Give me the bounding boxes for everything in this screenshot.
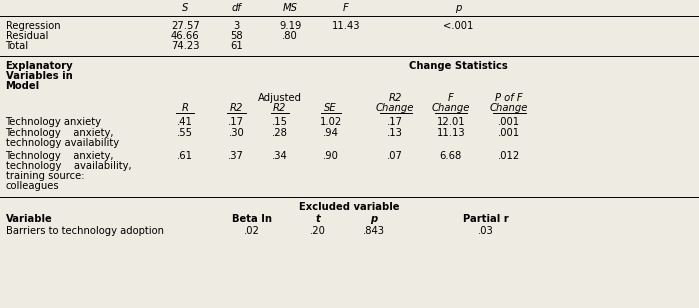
Text: 61: 61 (230, 41, 243, 51)
Text: <.001: <.001 (442, 21, 473, 31)
Text: .28: .28 (272, 128, 287, 138)
Text: R2: R2 (229, 103, 243, 113)
Text: df: df (231, 3, 241, 13)
Text: Barriers to technology adoption: Barriers to technology adoption (6, 226, 164, 236)
Text: Adjusted: Adjusted (258, 93, 301, 103)
Text: Model: Model (6, 81, 40, 91)
Text: 9.19: 9.19 (279, 21, 301, 31)
Text: t: t (316, 214, 320, 224)
Text: .17: .17 (229, 117, 244, 127)
Text: F: F (448, 93, 454, 103)
Text: .001: .001 (498, 117, 520, 127)
Text: .843: .843 (363, 226, 385, 236)
Text: .012: .012 (498, 151, 520, 161)
Text: colleagues: colleagues (6, 181, 59, 191)
Text: SE: SE (324, 103, 337, 113)
Text: Total: Total (6, 41, 29, 51)
Text: .17: .17 (387, 117, 403, 127)
Text: .02: .02 (244, 226, 259, 236)
Text: .41: .41 (178, 117, 193, 127)
Text: Technology    anxiety,: Technology anxiety, (6, 128, 114, 138)
Text: 12.01: 12.01 (437, 117, 465, 127)
Text: .61: .61 (178, 151, 193, 161)
Text: training source:: training source: (6, 171, 84, 181)
Text: Technology    anxiety,: Technology anxiety, (6, 151, 114, 161)
Text: .80: .80 (282, 31, 298, 41)
Text: Change Statistics: Change Statistics (409, 61, 507, 71)
Text: .20: .20 (310, 226, 326, 236)
Text: Variables in: Variables in (6, 71, 72, 81)
Text: p: p (454, 3, 461, 13)
Text: .55: .55 (178, 128, 193, 138)
Text: .15: .15 (272, 117, 287, 127)
Text: 58: 58 (230, 31, 243, 41)
Text: Change: Change (490, 103, 528, 113)
Text: Beta In: Beta In (231, 214, 272, 224)
Text: Technology anxiety: Technology anxiety (6, 117, 101, 127)
Text: .03: .03 (478, 226, 493, 236)
Text: p: p (370, 214, 377, 224)
Text: F: F (343, 3, 349, 13)
Text: S: S (182, 3, 189, 13)
Text: 1.02: 1.02 (319, 117, 342, 127)
Text: .30: .30 (229, 128, 244, 138)
Text: Explanatory: Explanatory (6, 61, 73, 71)
Text: .34: .34 (272, 151, 287, 161)
Text: Change: Change (376, 103, 414, 113)
Text: 74.23: 74.23 (171, 41, 199, 51)
Text: .07: .07 (387, 151, 403, 161)
Text: 27.57: 27.57 (171, 21, 200, 31)
Text: 6.68: 6.68 (440, 151, 462, 161)
Text: Excluded variable: Excluded variable (299, 202, 400, 212)
Text: .94: .94 (323, 128, 338, 138)
Text: 11.43: 11.43 (332, 21, 360, 31)
Text: .37: .37 (229, 151, 244, 161)
Text: P of F: P of F (495, 93, 523, 103)
Text: R2: R2 (273, 103, 287, 113)
Text: .001: .001 (498, 128, 520, 138)
Text: Change: Change (432, 103, 470, 113)
Text: 46.66: 46.66 (171, 31, 199, 41)
Text: technology availability: technology availability (6, 138, 119, 148)
Text: R: R (182, 103, 189, 113)
Text: Variable: Variable (6, 214, 52, 224)
Text: technology    availability,: technology availability, (6, 161, 131, 171)
Text: MS: MS (282, 3, 298, 13)
Text: Regression: Regression (6, 21, 60, 31)
Text: 3: 3 (233, 21, 239, 31)
Text: .90: .90 (323, 151, 338, 161)
Text: R2: R2 (388, 93, 402, 103)
Text: Partial r: Partial r (463, 214, 509, 224)
Text: 11.13: 11.13 (437, 128, 465, 138)
Text: Residual: Residual (6, 31, 48, 41)
Text: .13: .13 (387, 128, 403, 138)
